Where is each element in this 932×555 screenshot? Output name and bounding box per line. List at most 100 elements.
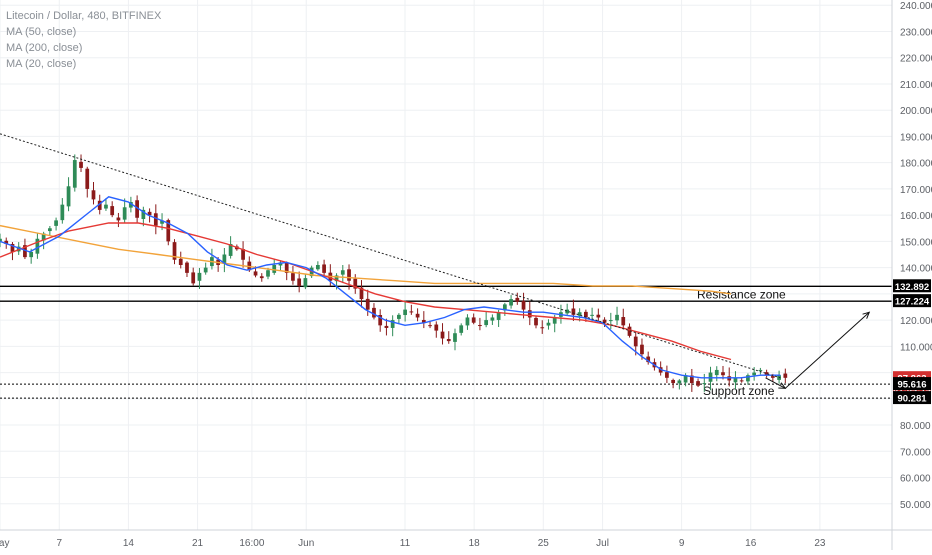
y-tick-label: 150.000 xyxy=(900,237,932,248)
y-tick-label: 140.000 xyxy=(900,264,932,275)
candle-body xyxy=(347,269,351,281)
y-tick-label: 240.000 xyxy=(900,1,932,12)
candle-body xyxy=(683,375,688,383)
candle-body xyxy=(689,375,694,384)
candle-body xyxy=(10,243,15,252)
candle-body xyxy=(502,304,507,311)
candle-body xyxy=(384,325,389,328)
candle-body xyxy=(721,372,725,376)
resistance-zone-label: Resistance zone xyxy=(697,287,786,301)
y-tick-label: 190.000 xyxy=(900,132,932,143)
candle-body xyxy=(758,369,763,371)
price-tag-bg xyxy=(893,279,931,293)
candle-body xyxy=(166,220,171,242)
price-axis: 50.00060.00070.00080.00090.000110.000120… xyxy=(891,0,932,550)
candle-body xyxy=(104,204,108,209)
candle-body xyxy=(110,206,115,216)
candle-body xyxy=(608,320,613,322)
candle-body xyxy=(334,275,339,282)
ma-20-line xyxy=(0,196,781,379)
candle-body xyxy=(303,278,308,288)
chart-legend: Litecoin / Dollar, 480, BITFINEX MA (50,… xyxy=(6,8,161,72)
price-tag: 90.281 xyxy=(897,394,927,405)
candle-body xyxy=(646,356,651,363)
candle-body xyxy=(29,251,34,258)
x-tick-label: 25 xyxy=(538,538,550,549)
candle-body xyxy=(602,319,607,323)
price-tag: 132.892 xyxy=(895,282,929,293)
candle-body xyxy=(496,312,501,320)
candle-body xyxy=(421,319,426,323)
y-tick-label: 220.000 xyxy=(900,54,932,65)
ma-200-line xyxy=(0,224,732,295)
x-tick-label: 21 xyxy=(192,538,204,549)
legend-ma-50: MA (50, close) xyxy=(6,26,77,38)
x-tick-label: 14 xyxy=(123,538,135,549)
x-tick-label: May xyxy=(0,538,9,549)
x-tick-label: 11 xyxy=(400,538,411,549)
candle-body xyxy=(97,200,102,210)
candle-body xyxy=(571,308,576,315)
y-tick-label: 120.000 xyxy=(900,316,932,327)
candle-body xyxy=(471,317,476,323)
trendline xyxy=(0,133,781,379)
candle-body xyxy=(415,313,420,318)
x-tick-label: 16 xyxy=(745,538,757,549)
y-tick-label: 180.000 xyxy=(900,159,932,170)
candle-body xyxy=(677,380,682,384)
candle-body xyxy=(160,220,164,224)
candle-body xyxy=(23,245,27,258)
candle-body xyxy=(365,298,370,310)
ma-50-line xyxy=(0,222,732,361)
candle-body xyxy=(378,314,383,326)
candle-body xyxy=(322,264,326,273)
candle-body xyxy=(178,258,183,265)
legend-ma-200: MA (200, close) xyxy=(6,42,83,54)
candle-body xyxy=(446,339,451,342)
candle-body xyxy=(665,372,669,378)
candle-body xyxy=(671,379,675,384)
candle-body xyxy=(627,326,632,336)
candle-body xyxy=(527,310,532,318)
price-tag-bg xyxy=(893,377,931,391)
candle-body xyxy=(359,287,364,300)
candle-body xyxy=(390,320,395,328)
candle-body xyxy=(770,376,775,378)
candle-body xyxy=(129,202,133,208)
candle-body xyxy=(116,217,121,221)
candle-body xyxy=(397,314,401,319)
arrow-down xyxy=(765,377,786,389)
candle-body xyxy=(764,372,769,376)
price-tag: 95.616 xyxy=(897,380,926,391)
y-tick-label: 80.000 xyxy=(900,421,931,432)
candle-body xyxy=(440,331,445,339)
candle-body xyxy=(752,372,757,376)
candle-body xyxy=(315,265,320,270)
candle-body xyxy=(79,161,83,168)
x-tick-label: Jun xyxy=(298,538,314,549)
candle-body xyxy=(714,369,719,376)
candle-body xyxy=(621,317,626,326)
candle-body xyxy=(490,317,495,321)
candle-body xyxy=(191,272,196,284)
candle-body xyxy=(259,276,264,279)
candle-body xyxy=(577,312,582,316)
candle-body xyxy=(66,186,71,207)
candle-body xyxy=(340,270,345,275)
candle-body xyxy=(596,314,601,318)
candle-body xyxy=(185,262,189,273)
candle-body xyxy=(203,267,208,273)
candle-body xyxy=(552,317,557,324)
candle-body xyxy=(272,265,277,273)
candle-body xyxy=(540,327,545,329)
candle-body xyxy=(434,324,439,331)
y-tick-label: 230.000 xyxy=(900,27,932,38)
candle-body xyxy=(91,190,96,200)
candle-body xyxy=(241,249,245,260)
candle-body xyxy=(222,254,227,264)
candle-body xyxy=(702,383,707,385)
candle-body xyxy=(590,314,594,316)
x-tick-label: 7 xyxy=(56,538,62,549)
